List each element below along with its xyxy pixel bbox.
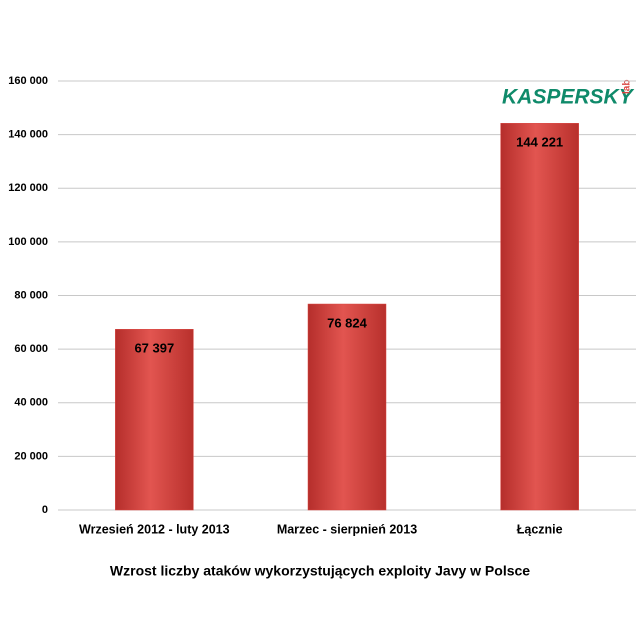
y-tick-label: 80 000 xyxy=(14,289,48,301)
brand-suffix: lab xyxy=(622,80,633,94)
y-tick-label: 160 000 xyxy=(8,75,48,87)
y-tick-label: 60 000 xyxy=(14,343,48,355)
chart-title: Wzrost liczby ataków wykorzystujących ex… xyxy=(110,563,530,579)
x-tick-label: Wrzesień 2012 - luty 2013 xyxy=(79,522,230,536)
x-tick-label: Łącznie xyxy=(517,522,563,536)
value-label: 76 824 xyxy=(327,315,368,330)
y-tick-label: 120 000 xyxy=(8,182,48,194)
y-tick-label: 140 000 xyxy=(8,129,48,141)
y-tick-label: 20 000 xyxy=(14,450,48,462)
x-tick-label: Marzec - sierpnień 2013 xyxy=(277,522,417,536)
bar xyxy=(307,303,387,511)
y-tick-label: 100 000 xyxy=(8,236,48,248)
value-label: 67 397 xyxy=(134,341,174,356)
brand-logo: KASPERSKY xyxy=(502,86,635,109)
bar xyxy=(500,123,579,511)
y-tick-label: 40 000 xyxy=(14,397,48,409)
value-label: 144 221 xyxy=(516,135,563,150)
y-tick-label: 0 xyxy=(42,504,48,516)
bar xyxy=(115,329,194,511)
